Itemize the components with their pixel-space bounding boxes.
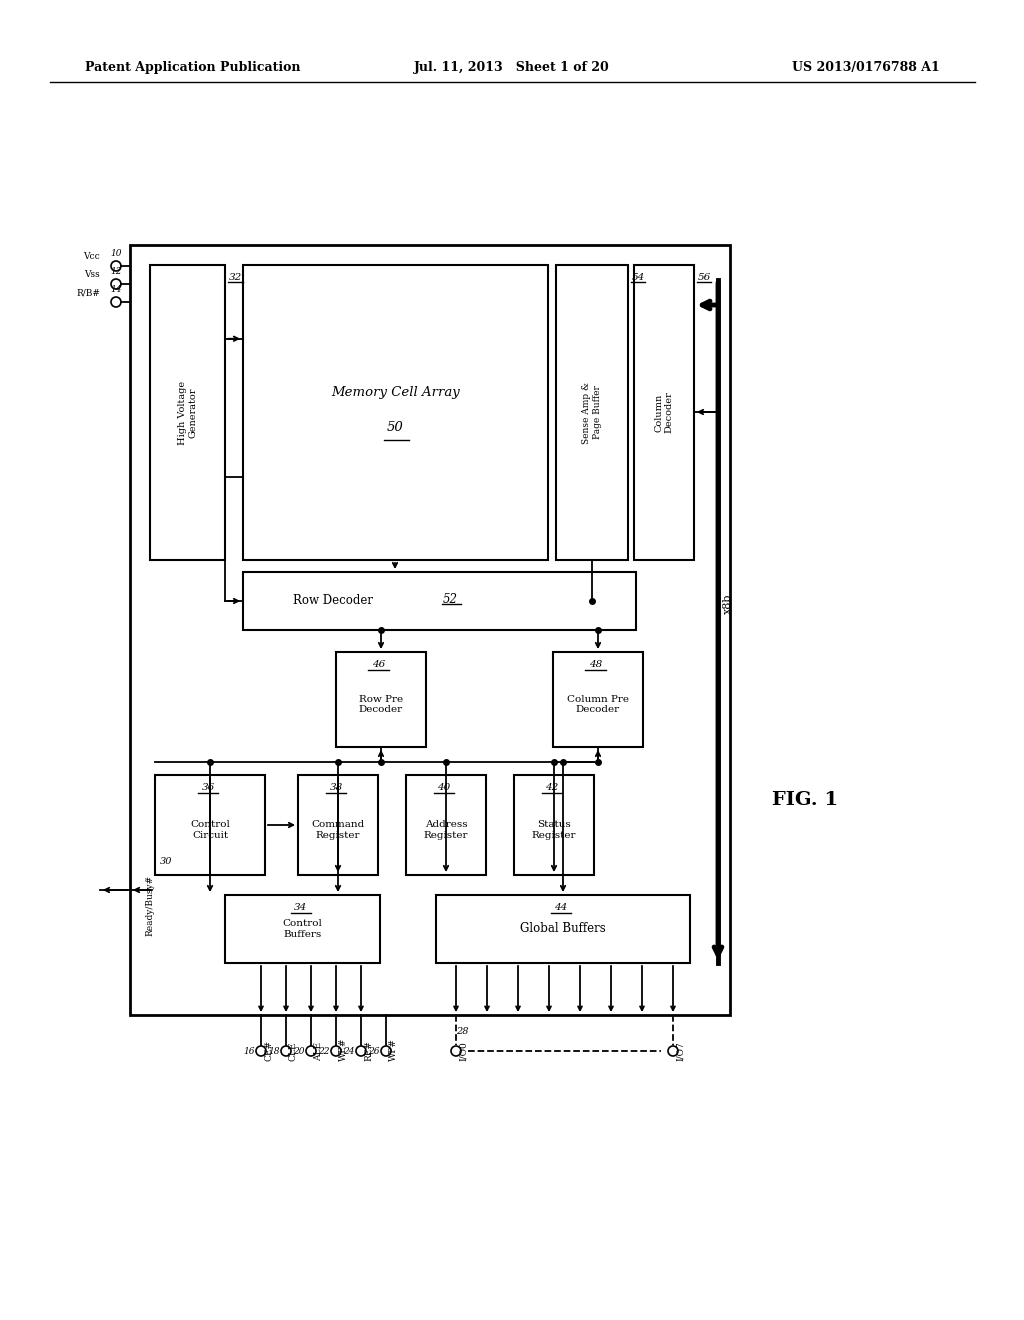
Text: 16: 16: [244, 1047, 255, 1056]
Text: R/B#: R/B#: [76, 288, 100, 297]
Text: Control
Buffers: Control Buffers: [283, 919, 323, 939]
Text: 14: 14: [111, 285, 122, 294]
Text: Sense Amp &
Page Buffer: Sense Amp & Page Buffer: [583, 381, 602, 444]
Text: FIG. 1: FIG. 1: [772, 791, 838, 809]
Text: Column Pre
Decoder: Column Pre Decoder: [567, 694, 629, 714]
Bar: [514, 775, 594, 875]
Text: Row Pre
Decoder: Row Pre Decoder: [359, 694, 403, 714]
Bar: [298, 775, 378, 875]
Text: Global Buffers: Global Buffers: [520, 923, 606, 936]
Text: 44: 44: [554, 903, 567, 912]
Bar: [556, 265, 628, 560]
Text: 36: 36: [202, 783, 215, 792]
Text: 54: 54: [632, 273, 645, 282]
Text: 28: 28: [456, 1027, 469, 1036]
Text: 10: 10: [111, 249, 122, 257]
Text: Column
Decoder: Column Decoder: [654, 392, 674, 433]
Text: 26: 26: [369, 1047, 380, 1056]
Bar: [406, 775, 486, 875]
Text: Vss: Vss: [84, 271, 100, 279]
Bar: [336, 652, 426, 747]
Text: 30: 30: [160, 858, 172, 866]
Text: 18: 18: [268, 1047, 280, 1056]
Text: I/O0: I/O0: [459, 1041, 468, 1061]
Text: 52: 52: [443, 593, 458, 606]
Text: 56: 56: [698, 273, 712, 282]
Bar: [243, 572, 636, 630]
Text: Ready/Busy#: Ready/Busy#: [145, 875, 155, 936]
Text: Control
Circuit: Control Circuit: [190, 820, 230, 840]
Text: 20: 20: [294, 1047, 305, 1056]
Text: US 2013/0176788 A1: US 2013/0176788 A1: [793, 62, 940, 74]
Text: 46: 46: [373, 660, 386, 669]
Text: 40: 40: [437, 783, 451, 792]
Bar: [436, 895, 690, 964]
Bar: [225, 895, 380, 964]
Text: x8b: x8b: [723, 594, 733, 614]
Text: 50: 50: [387, 421, 403, 434]
Text: Command
Register: Command Register: [311, 820, 365, 840]
Bar: [155, 775, 265, 875]
Text: Jul. 11, 2013   Sheet 1 of 20: Jul. 11, 2013 Sheet 1 of 20: [414, 62, 610, 74]
Text: 32: 32: [229, 273, 243, 282]
Text: Memory Cell Array: Memory Cell Array: [331, 385, 460, 399]
Bar: [553, 652, 643, 747]
Text: 34: 34: [294, 903, 307, 912]
Bar: [634, 265, 694, 560]
Text: Row Decoder: Row Decoder: [293, 594, 373, 607]
Text: CLE: CLE: [289, 1041, 298, 1061]
Text: 38: 38: [330, 783, 343, 792]
Text: RE#: RE#: [364, 1040, 373, 1061]
Bar: [243, 265, 548, 560]
Text: 24: 24: [343, 1047, 355, 1056]
Text: 12: 12: [111, 267, 122, 276]
Text: Vcc: Vcc: [83, 252, 100, 261]
Text: High Voltage
Generator: High Voltage Generator: [178, 380, 198, 445]
Bar: [150, 265, 225, 560]
Text: Address
Register: Address Register: [424, 820, 468, 840]
Text: I/O7: I/O7: [676, 1041, 685, 1061]
Text: CE#: CE#: [264, 1040, 273, 1061]
Text: Patent Application Publication: Patent Application Publication: [85, 62, 300, 74]
Text: 48: 48: [590, 660, 603, 669]
Bar: [130, 246, 730, 1015]
Text: 22: 22: [318, 1047, 330, 1056]
Text: WE#: WE#: [339, 1038, 348, 1061]
Text: WP#: WP#: [389, 1038, 398, 1061]
Text: ALE: ALE: [314, 1041, 323, 1061]
Text: Status
Register: Status Register: [531, 820, 577, 840]
Text: 42: 42: [546, 783, 559, 792]
